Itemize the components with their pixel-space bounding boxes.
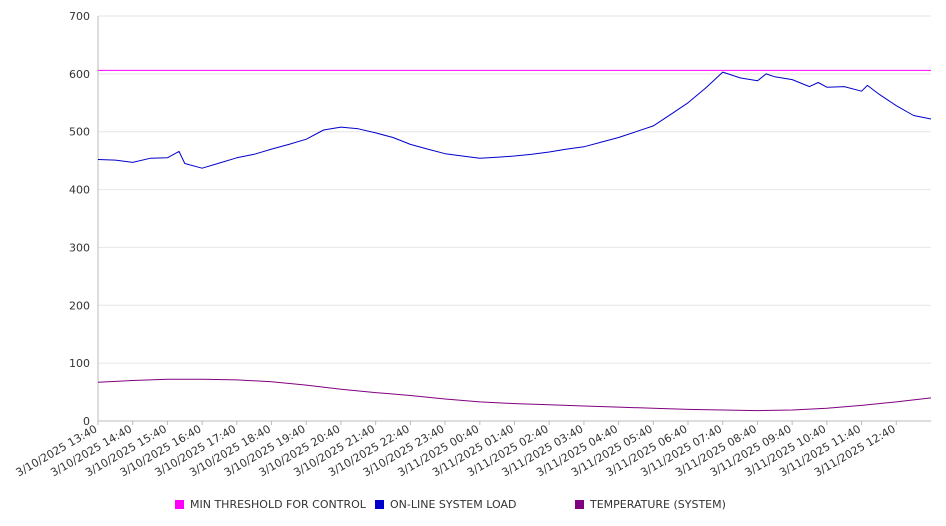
- y-tick-label: 700: [69, 10, 90, 23]
- y-tick-labels: 0 100 200 300 400 500 600 700: [69, 10, 90, 428]
- legend-label-system-load: ON-LINE SYSTEM LOAD: [390, 498, 517, 511]
- y-tick-label: 300: [69, 241, 90, 254]
- x-tick-labels: 3/10/2025 13:403/10/2025 14:403/10/2025 …: [14, 421, 898, 479]
- y-tick-label: 400: [69, 184, 90, 197]
- series-line-temperature: [97, 378, 932, 412]
- y-tick-label: 200: [69, 299, 90, 312]
- legend-item-system-load: ON-LINE SYSTEM LOAD: [375, 498, 516, 511]
- legend-label-min-threshold: MIN THRESHOLD FOR CONTROL: [190, 498, 366, 511]
- series-lines: [97, 69, 932, 412]
- legend-swatch-min-threshold: [175, 500, 184, 509]
- series-line-system-load: [97, 71, 932, 169]
- legend-label-temperature: TEMPERATURE (SYSTEM): [590, 498, 726, 511]
- y-tick-label: 0: [83, 415, 90, 428]
- legend: MIN THRESHOLD FOR CONTROL ON-LINE SYSTEM…: [0, 498, 946, 514]
- legend-swatch-system-load: [375, 500, 384, 509]
- y-tick-label: 100: [69, 357, 90, 370]
- legend-swatch-temperature: [575, 500, 584, 509]
- legend-item-min-threshold: MIN THRESHOLD FOR CONTROL: [175, 498, 366, 511]
- grid-lines: [98, 15, 931, 364]
- legend-item-temperature: TEMPERATURE (SYSTEM): [575, 498, 726, 511]
- axes: [97, 16, 931, 422]
- y-tick-label: 600: [69, 68, 90, 81]
- y-tick-label: 500: [69, 126, 90, 139]
